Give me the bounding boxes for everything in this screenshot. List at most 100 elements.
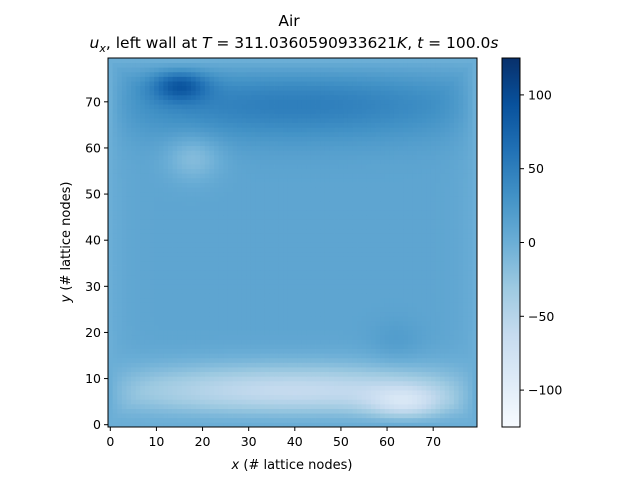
heatmap-cell (223, 353, 229, 359)
heatmap-cell (440, 205, 446, 211)
heatmap-cell (449, 260, 455, 266)
heatmap-cell (255, 362, 261, 368)
heatmap-cell (126, 274, 132, 280)
heatmap-cell (421, 182, 427, 188)
heatmap-cell (384, 274, 390, 280)
heatmap-cell (389, 413, 395, 419)
heatmap-cell (398, 413, 404, 419)
heatmap-cell (250, 320, 256, 326)
heatmap-cell (417, 371, 423, 377)
heatmap-cell (278, 159, 284, 165)
heatmap-cell (163, 390, 169, 396)
heatmap-cell (163, 417, 169, 423)
heatmap-cell (315, 233, 321, 239)
heatmap-cell (218, 247, 224, 253)
heatmap-cell (204, 339, 210, 345)
heatmap-cell (260, 422, 266, 428)
heatmap-cell (241, 316, 247, 322)
heatmap-cell (393, 417, 399, 423)
heatmap-cell (255, 288, 261, 294)
heatmap-cell (172, 182, 178, 188)
heatmap-cell (338, 205, 344, 211)
heatmap-cell (200, 168, 206, 174)
heatmap-cell (297, 339, 303, 345)
heatmap-cell (449, 408, 455, 414)
heatmap-cell (292, 247, 298, 253)
heatmap-cell (458, 260, 464, 266)
heatmap-cell (131, 196, 137, 202)
heatmap-cell (195, 302, 201, 308)
heatmap-cell (421, 288, 427, 294)
heatmap-cell (417, 224, 423, 230)
heatmap-cell (287, 274, 293, 280)
heatmap-cell (283, 210, 289, 216)
heatmap-cell (172, 394, 178, 400)
heatmap-cell (426, 348, 432, 354)
heatmap-cell (297, 182, 303, 188)
heatmap-cell (149, 228, 155, 234)
heatmap-cell (126, 136, 132, 142)
heatmap-cell (306, 182, 312, 188)
heatmap-cell (472, 187, 478, 193)
heatmap-cell (250, 242, 256, 248)
heatmap-cell (449, 334, 455, 340)
heatmap-cell (347, 228, 353, 234)
heatmap-cell (260, 353, 266, 359)
heatmap-cell (223, 214, 229, 220)
heatmap-cell (334, 367, 340, 373)
heatmap-cell (227, 380, 233, 386)
heatmap-cell (274, 270, 280, 276)
heatmap-cell (177, 390, 183, 396)
heatmap-cell (246, 302, 252, 308)
heatmap-cell (246, 274, 252, 280)
heatmap-cell (435, 150, 441, 156)
heatmap-cell (398, 168, 404, 174)
heatmap-cell (108, 154, 114, 160)
heatmap-cell (186, 237, 192, 243)
heatmap-cell (444, 362, 450, 368)
heatmap-cell (241, 228, 247, 234)
heatmap-cell (444, 205, 450, 211)
heatmap-cell (131, 210, 137, 216)
heatmap-cell (177, 173, 183, 179)
heatmap-cell (393, 242, 399, 248)
heatmap-cell (440, 399, 446, 405)
heatmap-cell (163, 284, 169, 290)
heatmap-cell (407, 293, 413, 299)
heatmap-cell (117, 210, 123, 216)
heatmap-cell (227, 233, 233, 239)
heatmap-cell (283, 413, 289, 419)
heatmap-cell (204, 260, 210, 266)
heatmap-cell (232, 177, 238, 183)
heatmap-cell (172, 343, 178, 349)
heatmap-cell (398, 394, 404, 400)
heatmap-cell (297, 141, 303, 147)
heatmap-cell (467, 200, 473, 206)
heatmap-cell (158, 334, 164, 340)
heatmap-cell (430, 307, 436, 313)
heatmap-cell (352, 408, 358, 414)
heatmap-cell (135, 343, 141, 349)
heatmap-cell (195, 422, 201, 428)
heatmap-cell (384, 297, 390, 303)
heatmap-cell (218, 265, 224, 271)
heatmap-cell (241, 242, 247, 248)
heatmap-cell (389, 302, 395, 308)
heatmap-cell (347, 288, 353, 294)
heatmap-cell (214, 219, 220, 225)
heatmap-cell (324, 413, 330, 419)
heatmap-cell (467, 417, 473, 423)
heatmap-cell (158, 353, 164, 359)
heatmap-cell (403, 141, 409, 147)
heatmap-cell (329, 265, 335, 271)
heatmap-cell (131, 371, 137, 377)
heatmap-cell (163, 237, 169, 243)
heatmap-cell (467, 164, 473, 170)
heatmap-cell (412, 154, 418, 160)
heatmap-cell (218, 293, 224, 299)
heatmap-cell (287, 394, 293, 400)
heatmap-cell (140, 293, 146, 299)
heatmap-cell (241, 307, 247, 313)
heatmap-cell (167, 256, 173, 262)
heatmap-cell (283, 302, 289, 308)
